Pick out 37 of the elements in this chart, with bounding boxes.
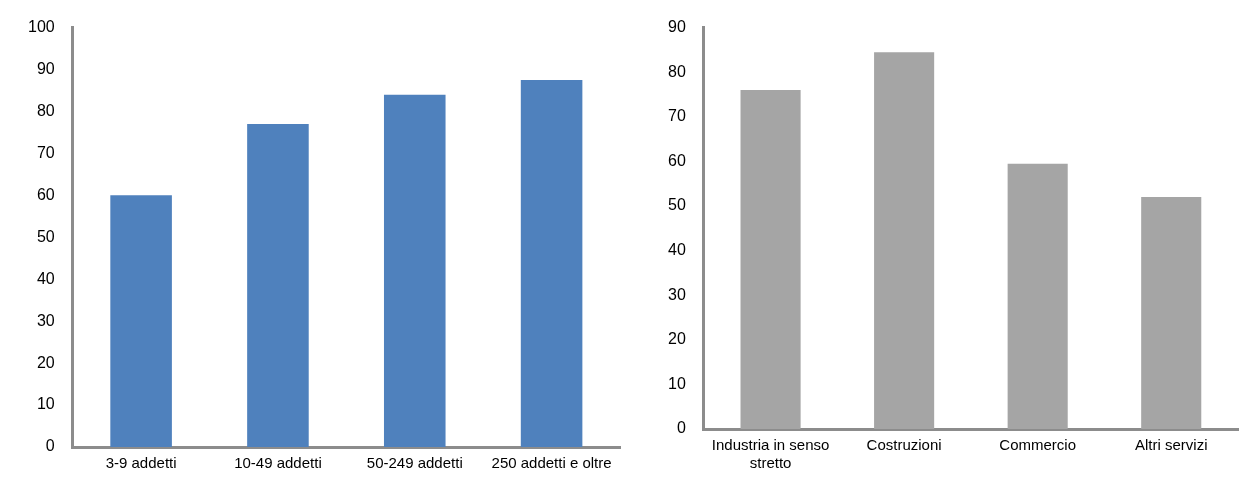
y-tick-label: 50 bbox=[668, 196, 686, 214]
y-tick-label: 90 bbox=[668, 18, 686, 36]
y-tick-label: 80 bbox=[36, 101, 55, 119]
y-tick-label: 90 bbox=[36, 59, 55, 77]
bar bbox=[1007, 163, 1068, 429]
y-tick-label: 30 bbox=[36, 311, 55, 329]
x-tick-label: 50-249 addetti bbox=[366, 454, 463, 472]
bar bbox=[740, 90, 801, 429]
y-tick-label: 0 bbox=[676, 419, 686, 437]
y-tick-label: 70 bbox=[36, 143, 55, 161]
bar bbox=[1141, 197, 1202, 429]
y-tick-label: 10 bbox=[668, 374, 686, 392]
y-tick-label: 70 bbox=[668, 107, 686, 125]
y-tick-label: 0 bbox=[45, 437, 55, 455]
y-tick-label: 100 bbox=[27, 18, 55, 36]
y-tick-label: 80 bbox=[668, 62, 686, 80]
y-tick-label: 20 bbox=[36, 353, 55, 371]
bar bbox=[874, 52, 935, 429]
y-tick-label: 20 bbox=[668, 330, 686, 348]
x-tick-label: 10-49 addetti bbox=[234, 454, 322, 472]
y-tick-label: 40 bbox=[668, 241, 686, 259]
y-tick-label: 10 bbox=[36, 395, 55, 413]
y-tick-label: 40 bbox=[36, 269, 55, 287]
y-tick-label: 30 bbox=[668, 285, 686, 303]
x-tick-label: Costruzioni bbox=[866, 436, 942, 454]
y-tick-label: 60 bbox=[668, 151, 686, 169]
x-tick-label: Commercio bbox=[999, 436, 1077, 454]
x-tick-label: 3-9 addetti bbox=[105, 454, 177, 472]
bar bbox=[383, 94, 446, 447]
y-tick-label: 50 bbox=[36, 227, 55, 245]
bar bbox=[520, 80, 583, 447]
x-tick-label: Altri servizi bbox=[1134, 436, 1208, 454]
x-tick-label: 250 addetti e oltre bbox=[491, 454, 612, 472]
x-tick-label: Industria in senso stretto bbox=[711, 436, 830, 472]
bar bbox=[110, 195, 172, 447]
y-tick-label: 60 bbox=[36, 185, 55, 203]
bar bbox=[247, 124, 309, 447]
